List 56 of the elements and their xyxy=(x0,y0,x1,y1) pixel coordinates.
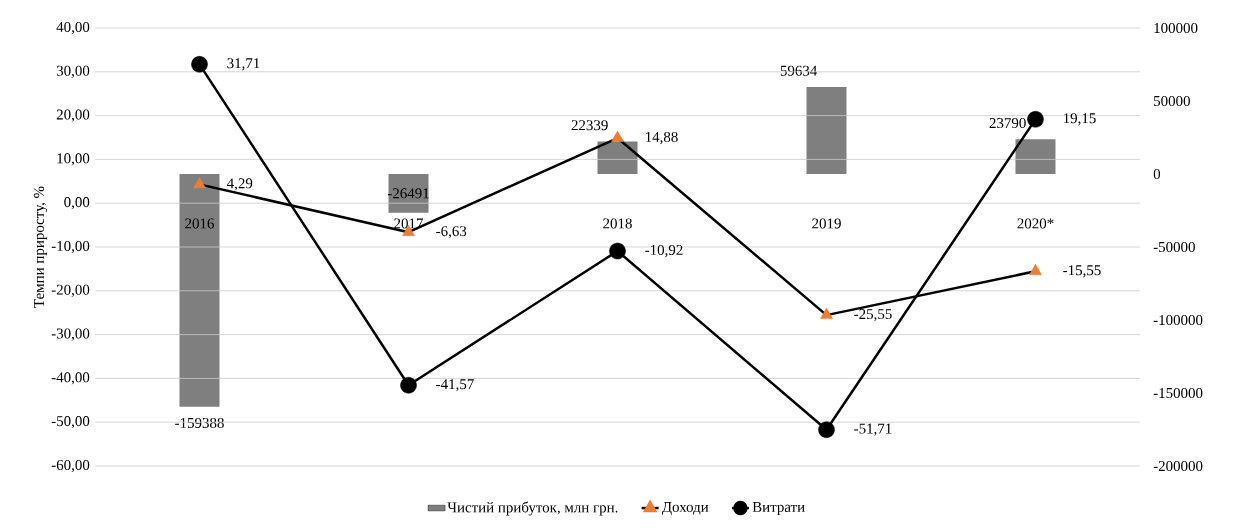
y-axis-title: Темпи приросту, % xyxy=(33,186,48,308)
bar xyxy=(806,86,847,174)
data-label: -159388 xyxy=(175,417,224,428)
data-label: 4,29 xyxy=(226,178,253,191)
y-tick-label: 30,00 xyxy=(56,65,90,78)
y2-tick-label: 50000 xyxy=(1154,95,1190,107)
point xyxy=(818,421,835,438)
bar xyxy=(597,141,638,174)
y2-tick-label: -200000 xyxy=(1153,460,1203,472)
point xyxy=(191,56,208,73)
y-tick-label: 40,00 xyxy=(56,21,90,35)
point xyxy=(193,177,206,189)
point xyxy=(609,242,626,260)
data-label: 31,71 xyxy=(227,58,260,71)
y2-tick-label: 100000 xyxy=(1154,22,1198,34)
bar xyxy=(1015,139,1056,174)
y-tick-label: -60,00 xyxy=(51,459,90,473)
x-tick-label: 2017 xyxy=(394,218,423,229)
point xyxy=(611,130,624,142)
point xyxy=(400,377,417,394)
point xyxy=(1029,264,1042,276)
y-tick-label: -40,00 xyxy=(51,372,90,385)
point xyxy=(820,307,833,319)
point xyxy=(1027,111,1044,128)
y-tick-label: 0,00 xyxy=(64,197,90,210)
bar xyxy=(388,174,429,213)
legend-label: Витрати xyxy=(752,502,805,515)
y-tick-label: -30,00 xyxy=(51,328,90,341)
data-label: -15,55 xyxy=(1063,265,1101,278)
y2-tick-label: -150000 xyxy=(1153,387,1203,399)
y-tick-label: 10,00 xyxy=(57,153,90,166)
y2-tick-label: -100000 xyxy=(1153,314,1203,326)
data-label: 22339 xyxy=(571,120,608,131)
x-tick-label: 2018 xyxy=(603,218,632,229)
data-label: -51,71 xyxy=(854,423,892,436)
data-label: 19,15 xyxy=(1063,113,1096,126)
data-label: -10,92 xyxy=(645,244,683,258)
bar xyxy=(179,174,220,407)
data-label: -25,55 xyxy=(854,309,892,322)
data-label: -6,63 xyxy=(436,226,467,239)
data-label: 14,88 xyxy=(645,131,678,145)
y2-tick-label: 0 xyxy=(1153,168,1161,180)
y-tick-label: -50,00 xyxy=(51,416,90,429)
x-tick-label: 2020* xyxy=(1017,218,1054,229)
data-label: -41,57 xyxy=(436,379,474,392)
y-tick-label: 20,00 xyxy=(56,109,90,122)
data-label: 59634 xyxy=(780,65,818,76)
x-tick-label: 2016 xyxy=(185,218,214,229)
y-tick-label: -20,00 xyxy=(51,284,90,297)
x-tick-label: 2019 xyxy=(812,218,841,229)
data-label: 23790 xyxy=(989,118,1026,129)
data-label: -26491 xyxy=(387,188,429,199)
y-tick-label: -10,00 xyxy=(51,240,90,254)
y2-tick-label: -50000 xyxy=(1153,241,1195,253)
legend-label: Доходи xyxy=(661,502,709,515)
legend-label: Чистий прибуток, млн грн. xyxy=(447,501,618,516)
